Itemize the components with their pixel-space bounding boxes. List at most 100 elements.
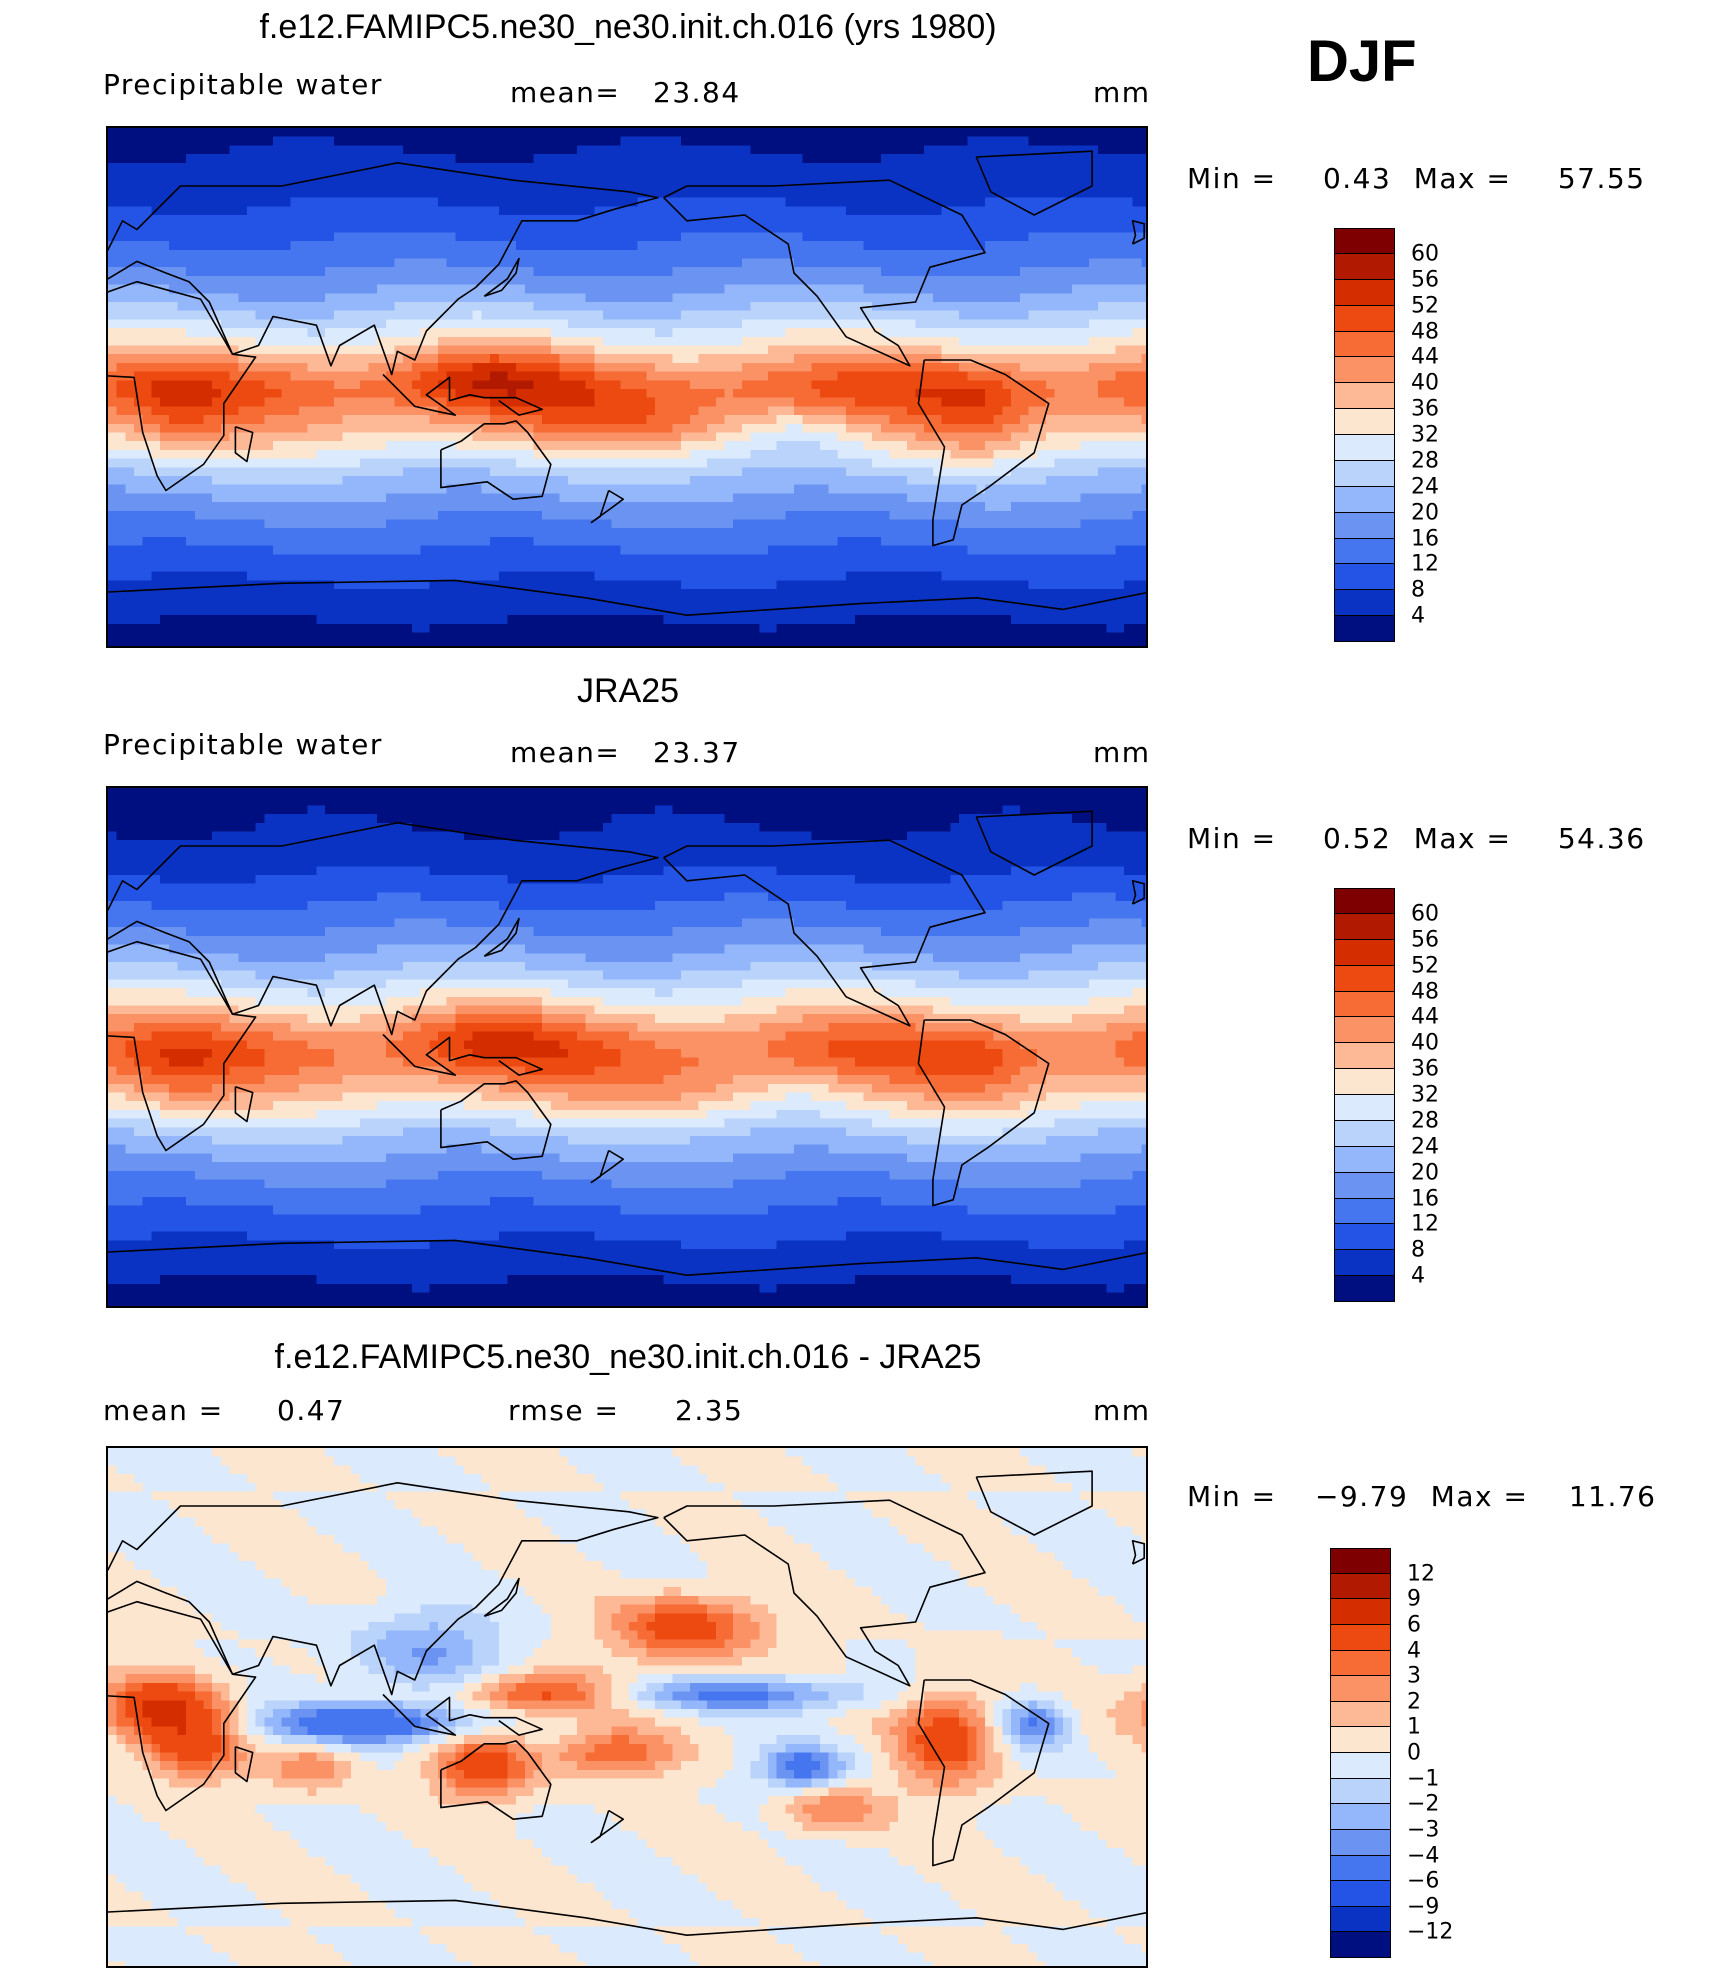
field-cell: [394, 449, 404, 460]
field-cell: [464, 476, 474, 486]
field-cell: [160, 249, 170, 260]
field-cell: [1097, 371, 1108, 381]
field-cell: [863, 162, 873, 173]
field-cell: [264, 467, 274, 477]
field-cell: [924, 371, 934, 381]
field-cell: [186, 415, 196, 425]
field-cell: [194, 180, 205, 190]
field-cell: [351, 362, 361, 373]
field-cell: [950, 180, 960, 190]
field-cell: [203, 406, 213, 416]
field-cell: [993, 241, 1003, 251]
field-cell: [602, 328, 613, 338]
field-cell: [472, 258, 482, 268]
field-cell: [524, 267, 535, 277]
field-cell: [238, 310, 248, 320]
field-cell: [411, 267, 422, 277]
field-cell: [255, 162, 265, 173]
field-cell: [255, 415, 265, 425]
field-cell: [715, 128, 726, 138]
field-cell: [785, 171, 795, 181]
field-cell: [160, 345, 170, 355]
field-cell: [915, 223, 925, 233]
field-cell: [1002, 310, 1012, 320]
field-cell: [142, 258, 153, 268]
field-cell: [811, 449, 821, 460]
field-cell: [507, 371, 517, 381]
field-cell: [1089, 371, 1099, 381]
field-cell: [177, 232, 187, 242]
field-cell: [629, 258, 639, 268]
field-cell: [646, 128, 656, 138]
field-cell: [533, 476, 543, 486]
field-cell: [733, 215, 743, 225]
field-cell: [811, 188, 821, 199]
field-cell: [1054, 171, 1064, 181]
field-cell: [264, 362, 274, 373]
field-cell: [194, 275, 205, 286]
field-cell: [854, 354, 865, 364]
field-cell: [767, 362, 778, 373]
field-cell: [385, 467, 396, 477]
field-cell: [663, 162, 674, 173]
field-cell: [941, 249, 951, 260]
field-cell: [637, 258, 647, 268]
field-cell: [689, 258, 700, 268]
field-cell: [1054, 154, 1064, 164]
field-cell: [811, 397, 821, 407]
field-cell: [255, 188, 265, 199]
field-cell: [741, 258, 752, 268]
field-cell: [542, 188, 552, 199]
field-cell: [629, 484, 639, 494]
field-cell: [854, 362, 865, 373]
field-cell: [186, 275, 196, 286]
field-cell: [238, 154, 248, 164]
field-cell: [116, 458, 126, 468]
field-cell: [724, 467, 734, 477]
field-cell: [385, 275, 396, 286]
field-cell: [420, 180, 430, 190]
field-cell: [733, 275, 743, 286]
field-cell: [472, 215, 482, 225]
field-cell: [759, 354, 769, 364]
field-cell: [229, 371, 239, 381]
field-cell: [1045, 319, 1056, 329]
field-cell: [1089, 180, 1099, 190]
field-cell: [698, 223, 708, 233]
field-cell: [958, 275, 969, 286]
field-cell: [707, 415, 717, 425]
field-cell: [1089, 197, 1099, 207]
field-cell: [550, 354, 561, 364]
field-cell: [1037, 154, 1047, 164]
field-cell: [906, 328, 917, 338]
field-cell: [854, 232, 865, 242]
field-cell: [238, 458, 248, 468]
field-cell: [403, 293, 413, 303]
field-cell: [1097, 249, 1108, 260]
field-cell: [559, 362, 569, 373]
field-cell: [741, 467, 752, 477]
field-cell: [316, 432, 326, 442]
field-cell: [889, 449, 899, 460]
field-cell: [429, 215, 439, 225]
field-cell: [368, 258, 378, 268]
field-cell: [203, 484, 213, 494]
field-cell: [455, 275, 465, 286]
field-cell: [403, 406, 413, 416]
field-cell: [498, 397, 509, 407]
field-cell: [906, 162, 917, 173]
field-cell: [342, 302, 352, 312]
field-cell: [611, 128, 621, 138]
field-cell: [793, 476, 804, 486]
field-cell: [411, 223, 422, 233]
field-cell: [125, 154, 135, 164]
field-cell: [585, 188, 595, 199]
field-cell: [524, 467, 535, 477]
field-cell: [125, 180, 135, 190]
field-cell: [906, 458, 917, 468]
field-cell: [212, 310, 222, 320]
field-cell: [194, 397, 205, 407]
field-cell: [333, 128, 344, 138]
field-cell: [611, 484, 621, 494]
field-cell: [932, 241, 943, 251]
